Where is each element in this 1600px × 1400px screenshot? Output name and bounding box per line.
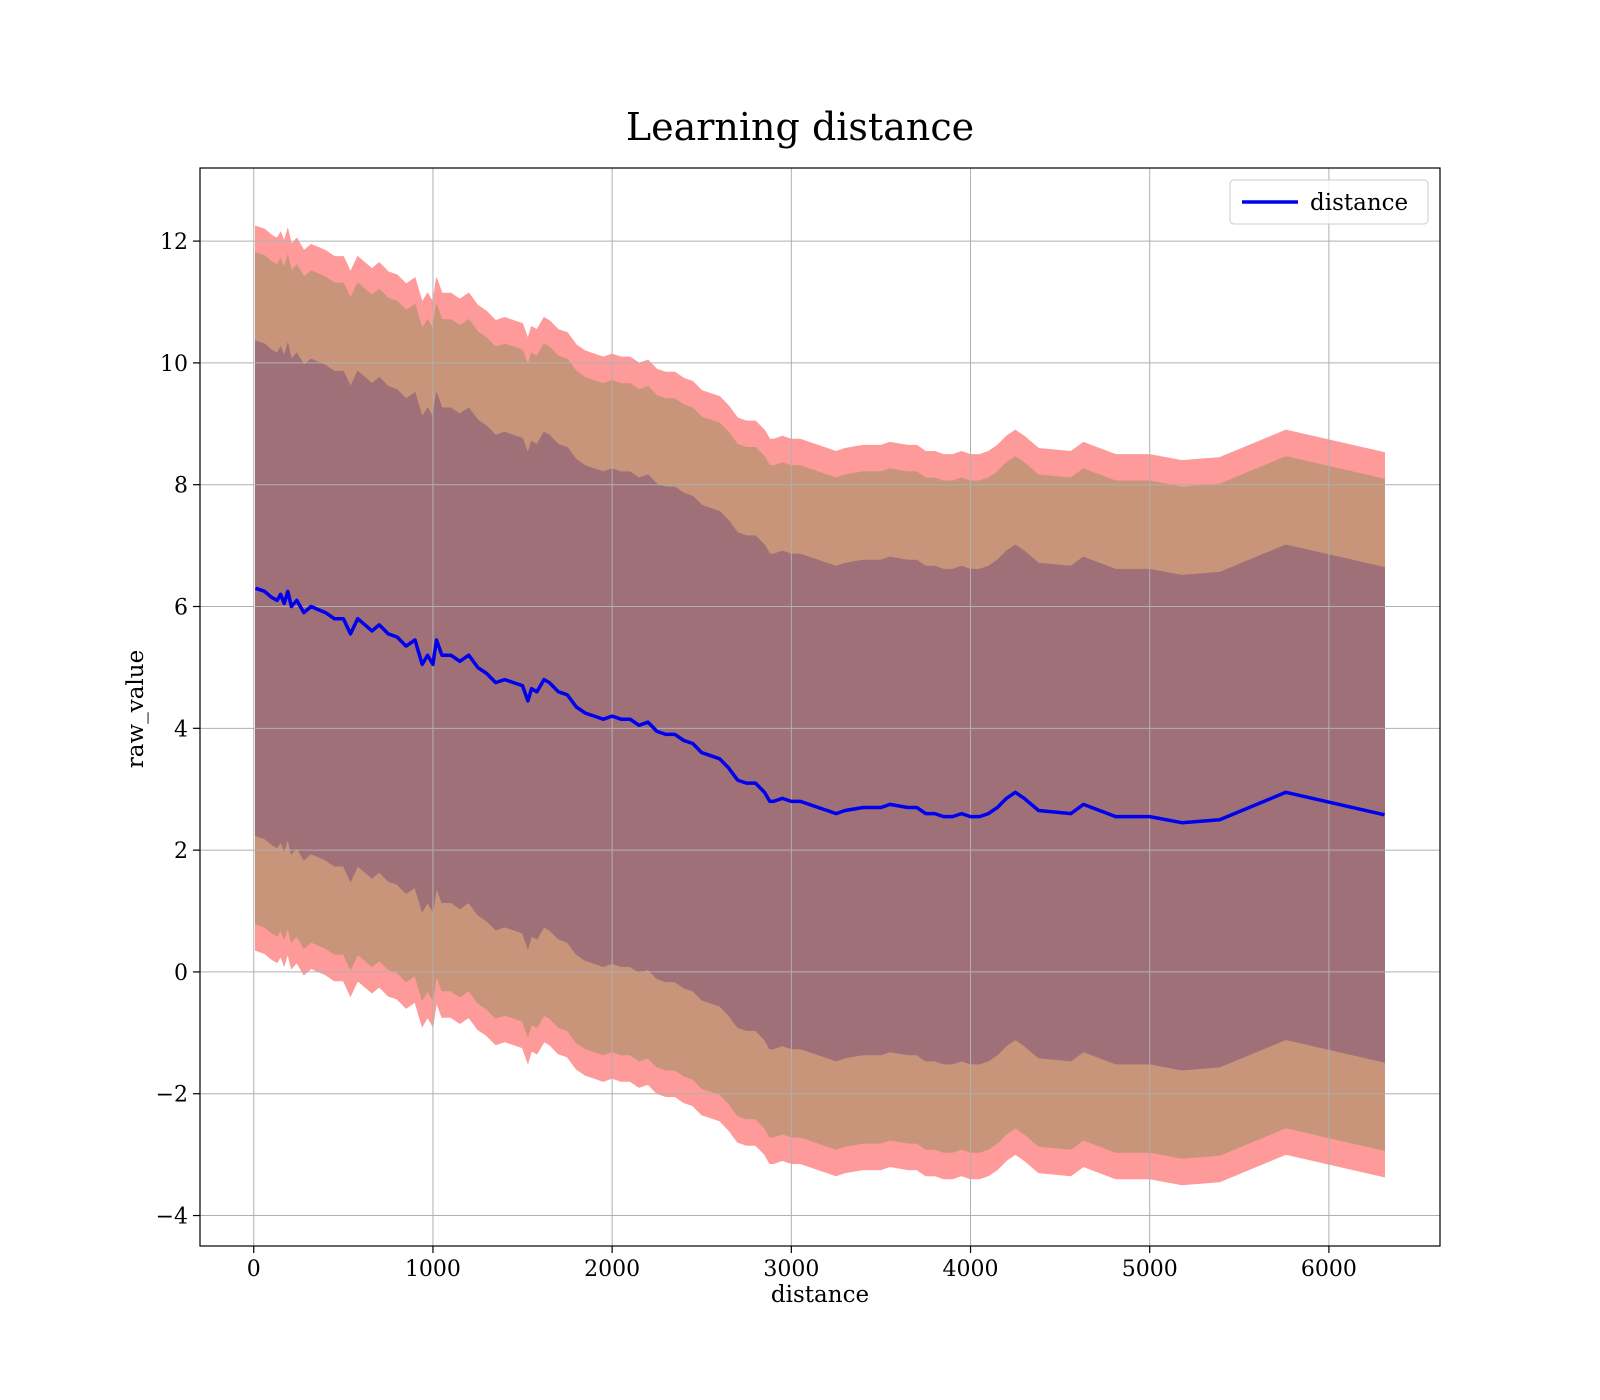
legend-box: [1229, 179, 1429, 225]
band-band_inner: [255, 340, 1385, 1071]
plot-frame: [199, 167, 1441, 1247]
y-tick-label: 6: [174, 596, 188, 621]
x-tick-label: 4000: [943, 1257, 999, 1282]
legend-label-distance: distance: [1310, 190, 1408, 216]
x-tick-label: 1000: [405, 1257, 461, 1282]
x-tick-label: 5000: [1122, 1257, 1178, 1282]
x-tick-label: 6000: [1301, 1257, 1357, 1282]
chart-title: Learning distance: [626, 105, 974, 149]
y-tick-label: 12: [160, 230, 188, 255]
y-tick-label: −2: [156, 1083, 188, 1108]
y-tick-label: 8: [174, 474, 188, 499]
x-tick-label: 0: [247, 1257, 261, 1282]
series-line-distance: [254, 586, 1385, 825]
plot-area: 0 1000 2000 3000 4000 5000 6000 −4 −2 0 2 4 6 8 10 12 di…: [156, 167, 1441, 1282]
y-tick-label: −4: [156, 1205, 188, 1230]
x-tick-label: 2000: [584, 1257, 640, 1282]
y-tick-label: 2: [174, 839, 188, 864]
y-tick-label: 10: [160, 352, 188, 377]
x-tick-label: 3000: [763, 1257, 819, 1282]
y-tick-label: 0: [174, 961, 188, 986]
y-axis-label: raw_value: [123, 650, 149, 768]
y-tick-label: 4: [174, 717, 188, 742]
x-axis-label: distance: [771, 1282, 869, 1308]
